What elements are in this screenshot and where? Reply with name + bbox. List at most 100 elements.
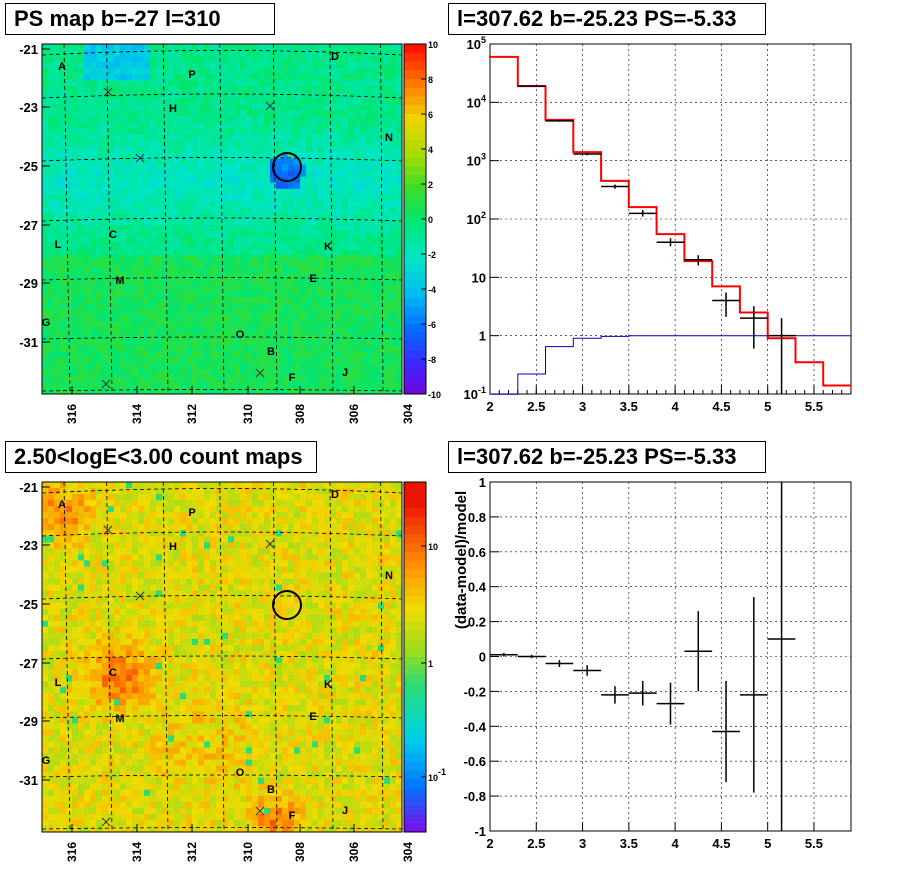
heatmap-cell: [78, 548, 85, 555]
heatmap-cell: [270, 231, 277, 238]
heatmap-cell: [174, 554, 181, 561]
heatmap-cell: [72, 122, 79, 129]
heatmap-cell: [264, 170, 271, 178]
heatmap-cell: [354, 44, 361, 51]
heatmap-cell: [354, 152, 361, 160]
heatmap-cell: [282, 279, 289, 286]
heatmap-cell: [180, 50, 187, 57]
heatmap-cell: [324, 134, 331, 141]
heatmap-cell: [276, 482, 283, 489]
heatmap-cell: [198, 267, 205, 274]
heatmap-cell: [216, 596, 223, 604]
heatmap-cell: [42, 74, 49, 81]
heatmap-cell: [66, 116, 73, 123]
heatmap-cell: [84, 482, 91, 489]
heatmap-cell: [192, 339, 199, 347]
colorbar-tick-label: 10: [428, 40, 438, 50]
heatmap-cell: [186, 200, 193, 208]
heatmap-cell: [222, 212, 229, 220]
heatmap-cell: [372, 542, 379, 549]
heatmap-cell: [192, 363, 199, 371]
heatmap-cell: [378, 309, 385, 316]
heatmap-cell: [366, 590, 373, 598]
heatmap-cell: [114, 381, 121, 389]
heatmap-cell: [306, 285, 313, 292]
heatmap-cell: [288, 279, 295, 286]
heatmap-cell: [330, 134, 337, 141]
heatmap-cell: [132, 321, 139, 329]
heatmap-cell: [126, 303, 133, 310]
heatmap-cell: [372, 261, 379, 268]
heatmap-cell: [114, 488, 121, 495]
heatmap-cell: [108, 273, 115, 280]
heatmap-cell: [396, 152, 403, 160]
heatmap-cell: [342, 500, 349, 507]
heatmap-cell: [66, 339, 73, 347]
heatmap-cell: [216, 291, 223, 298]
heatmap-cell: [54, 128, 61, 135]
heatmap-cell: [66, 44, 73, 51]
heatmap-cell: [168, 536, 175, 543]
heatmap-cell: [198, 80, 205, 87]
heatmap-cell: [180, 387, 187, 395]
heatmap-cell: [342, 50, 349, 57]
heatmap-cell: [162, 146, 169, 154]
heatmap-cell: [246, 381, 253, 389]
color-scale-segment: [404, 131, 426, 141]
heatmap-cell: [372, 506, 379, 513]
heatmap-cell: [84, 321, 91, 329]
heatmap-cell: [78, 602, 85, 610]
heatmap-cell: [294, 104, 301, 111]
heatmap-cell: [144, 578, 151, 585]
heatmap-cell: [126, 321, 133, 329]
heatmap-cell: [210, 494, 217, 501]
heatmap-cell: [330, 200, 337, 208]
heatmap-cell: [132, 602, 139, 610]
heatmap-cell: [276, 74, 283, 81]
heatmap-cell: [366, 285, 373, 292]
heatmap-cell: [384, 237, 391, 244]
heatmap-cell: [384, 584, 391, 592]
heatmap-cell: [210, 536, 217, 543]
heatmap-cell: [120, 50, 127, 57]
heatmap-cell: [156, 110, 163, 117]
heatmap-cell: [186, 56, 193, 63]
heatmap-cell: [240, 369, 247, 377]
heatmap-cell: [348, 584, 355, 592]
heatmap-cell: [102, 339, 109, 347]
heatmap-cell: [246, 572, 253, 579]
heatmap-cell: [72, 80, 79, 87]
heatmap-cell: [204, 158, 211, 166]
heatmap-cell: [132, 530, 139, 537]
heatmap-cell: [48, 494, 55, 501]
heatmap-cell: [60, 542, 67, 549]
heatmap-cell: [60, 578, 67, 585]
heatmap-cell: [306, 182, 313, 190]
heatmap-cell: [222, 237, 229, 244]
heatmap-cell: [162, 291, 169, 298]
heatmap-cell: [66, 249, 73, 256]
heatmap-cell: [324, 506, 331, 513]
heatmap-cell: [78, 261, 85, 268]
heatmap-cell: [78, 62, 85, 69]
heatmap-cell: [120, 164, 127, 172]
heatmap-cell: [186, 80, 193, 87]
heatmap-cell: [42, 170, 49, 178]
heatmap-cell: [180, 351, 187, 359]
heatmap-cell: [162, 225, 169, 232]
heatmap-cell: [282, 116, 289, 123]
heatmap-cell: [42, 506, 49, 513]
heatmap-cell: [156, 128, 163, 135]
heatmap-cell: [306, 273, 313, 280]
heatmap-cell: [138, 285, 145, 292]
heatmap-cell: [204, 92, 211, 99]
heatmap-cell: [264, 176, 271, 184]
heatmap-cell: [354, 122, 361, 129]
heatmap-cell: [198, 315, 205, 322]
heatmap-cell: [78, 608, 85, 616]
heatmap-cell: [84, 363, 91, 371]
heatmap-cell: [228, 194, 235, 202]
heatmap-cell: [54, 122, 61, 129]
heatmap-cell: [66, 273, 73, 280]
heatmap-cell: [54, 104, 61, 111]
